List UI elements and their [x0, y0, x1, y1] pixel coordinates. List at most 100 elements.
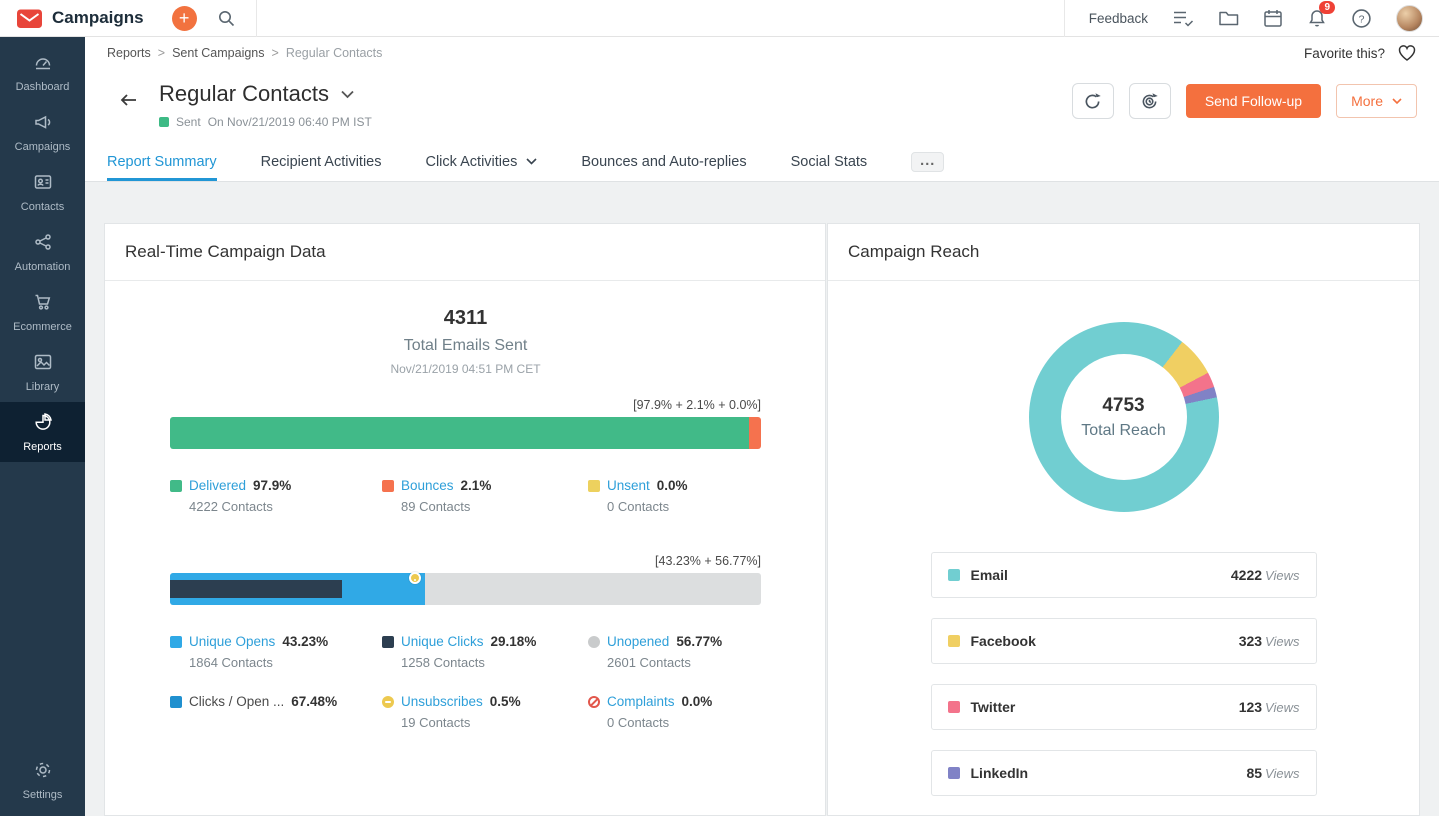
send-followup-button[interactable]: Send Follow-up [1185, 84, 1322, 118]
more-button[interactable]: More [1336, 84, 1417, 118]
facebook-label: Facebook [970, 633, 1036, 649]
unsubscribes-link[interactable]: Unsubscribes [401, 694, 483, 709]
breadcrumb-separator: > [271, 46, 279, 60]
more-button-label: More [1351, 93, 1383, 109]
unique-opens-link[interactable]: Unique Opens [189, 634, 276, 649]
sidebar-item-reports[interactable]: Reports [0, 402, 85, 462]
sidebar-item-contacts[interactable]: Contacts [0, 162, 85, 222]
chevron-down-icon [526, 158, 537, 166]
unsubscribes-marker [409, 572, 422, 584]
complaints-icon [588, 695, 600, 708]
delivered-pct: 97.9% [253, 478, 292, 493]
sidebar-item-library[interactable]: Library [0, 342, 85, 402]
unsubscribes-pct: 0.5% [489, 694, 521, 709]
chevron-down-icon [1392, 97, 1402, 105]
complaints-link[interactable]: Complaints [607, 694, 675, 709]
breadcrumb-sent-campaigns[interactable]: Sent Campaigns [172, 46, 265, 60]
chevron-down-icon[interactable] [341, 90, 354, 99]
delivered-contacts: 4222 Contacts [189, 499, 273, 514]
breadcrumb-reports[interactable]: Reports [107, 46, 151, 60]
sidebar-item-label: Ecommerce [13, 320, 72, 333]
reach-legend-list: Email 4222 Views Facebook 323 Views Twitte… [930, 552, 1317, 796]
unopened-link[interactable]: Unopened [607, 634, 670, 649]
engagement-legend: Unique Opens 43.23% 1864 Contacts Unique … [170, 634, 761, 670]
delivered-link[interactable]: Delivered [189, 478, 247, 493]
reach-row-facebook[interactable]: Facebook 323 Views [930, 618, 1317, 664]
report-content: Real-Time Campaign Data 4311 Total Email… [85, 182, 1439, 816]
complaints-pct: 0.0% [681, 694, 713, 709]
sidebar-item-ecommerce[interactable]: Ecommerce [0, 282, 85, 342]
calendar-icon[interactable] [1263, 8, 1283, 28]
reach-row-linkedin[interactable]: LinkedIn 85 Views [930, 750, 1317, 796]
bounces-link[interactable]: Bounces [401, 478, 454, 493]
unsent-link[interactable]: Unsent [607, 478, 650, 493]
linkedin-marker [947, 767, 960, 779]
realtime-campaign-card: Real-Time Campaign Data 4311 Total Email… [104, 223, 826, 816]
facebook-views-label: Views [1265, 634, 1300, 649]
bar-segment-bounces [748, 417, 761, 449]
help-icon[interactable]: ? [1351, 8, 1372, 29]
unique-clicks-pct: 29.18% [490, 634, 537, 649]
sidebar-item-automation[interactable]: Automation [0, 222, 85, 282]
sidebar-item-label: Contacts [20, 200, 65, 213]
tab-recipient-activities[interactable]: Recipient Activities [261, 143, 382, 181]
campaign-reach-card: Campaign Reach 4753 Total Reach Email 42… [827, 223, 1420, 816]
workflow-nodes-icon [33, 232, 53, 255]
clicks-per-open-pct: 67.48% [291, 694, 338, 709]
unique-clicks-link[interactable]: Unique Clicks [401, 634, 484, 649]
unsent-contacts: 0 Contacts [607, 499, 670, 514]
tab-bounces-autoreplies[interactable]: Bounces and Auto-replies [581, 143, 746, 181]
sidebar-item-dashboard[interactable]: Dashboard [0, 42, 85, 102]
delivery-bar-bracket: [97.9% + 2.1% + 0.0%] [633, 398, 761, 412]
clicks-fill [170, 580, 343, 598]
lists-icon[interactable] [1172, 8, 1194, 28]
delivered-marker [170, 479, 182, 492]
legend-item-clicks-per-open: Clicks / Open ... 67.48% [170, 694, 382, 730]
tab-label: Report Summary [107, 154, 217, 170]
legend-item-unopened: Unopened 56.77% 2601 Contacts [588, 634, 761, 670]
folder-icon[interactable] [1218, 9, 1239, 27]
facebook-marker [947, 635, 960, 647]
refresh-button[interactable] [1071, 83, 1114, 119]
delivery-bar [170, 417, 761, 449]
search-icon[interactable] [217, 9, 236, 28]
total-emails-sent-value: 4311 [443, 307, 488, 329]
bar-segment-delivered [170, 417, 749, 449]
email-label: Email [970, 567, 1008, 583]
more-tabs-button[interactable]: ... [911, 152, 945, 172]
twitter-marker [947, 701, 960, 713]
create-new-button[interactable]: + [171, 5, 197, 31]
topbar-divider [255, 0, 257, 37]
tab-social-stats[interactable]: Social Stats [791, 143, 868, 181]
svg-text:?: ? [1359, 13, 1365, 25]
facebook-views-value: 323 [1238, 633, 1263, 649]
linkedin-views-label: Views [1265, 766, 1300, 781]
notifications-bell-icon[interactable]: 9 [1307, 1, 1335, 28]
clicks-per-open-label: Clicks / Open ... [189, 694, 285, 709]
scheduled-refresh-button[interactable] [1128, 83, 1171, 119]
unopened-marker [588, 635, 600, 648]
email-views-value: 4222 [1230, 567, 1263, 583]
email-views-label: Views [1265, 568, 1300, 583]
back-arrow-icon[interactable] [119, 91, 139, 109]
tab-label: Social Stats [790, 154, 868, 170]
reach-row-email[interactable]: Email 4222 Views [930, 552, 1317, 598]
bounces-marker [382, 479, 394, 492]
sidebar-item-campaigns[interactable]: Campaigns [0, 102, 85, 162]
sidebar-item-label: Campaigns [14, 140, 71, 153]
legend-item-unsubscribes: Unsubscribes 0.5% 19 Contacts [382, 694, 588, 730]
pie-chart-icon [33, 412, 53, 435]
tab-report-summary[interactable]: Report Summary [107, 143, 217, 181]
bounces-contacts: 89 Contacts [401, 499, 471, 514]
feedback-link[interactable]: Feedback [1088, 10, 1148, 26]
bounces-pct: 2.1% [460, 478, 492, 493]
user-avatar[interactable] [1396, 4, 1423, 32]
heart-icon[interactable] [1397, 44, 1417, 62]
sidebar: Dashboard Campaigns Contacts Automation … [0, 37, 85, 816]
unsubscribes-contacts: 19 Contacts [401, 715, 471, 730]
complaints-contacts: 0 Contacts [607, 715, 670, 730]
total-reach-label: Total Reach [1081, 421, 1166, 439]
tab-click-activities[interactable]: Click Activities [425, 143, 537, 181]
reach-row-twitter[interactable]: Twitter 123 Views [930, 684, 1317, 730]
sidebar-item-settings[interactable]: Settings [0, 750, 85, 810]
